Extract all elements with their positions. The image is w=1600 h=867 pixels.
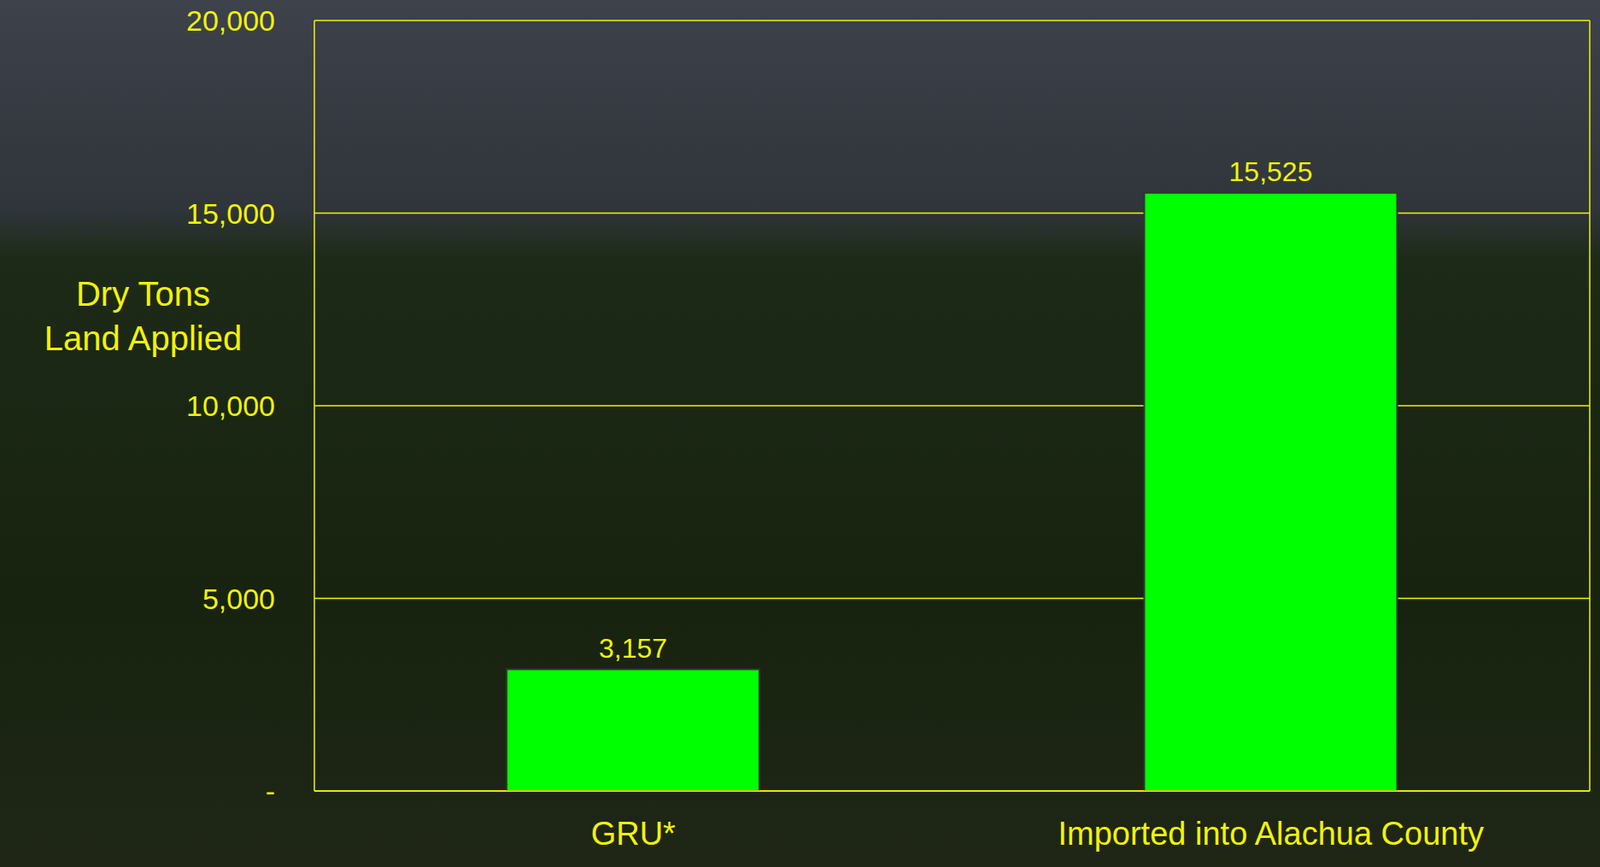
svg-text:GRU*: GRU* [591, 815, 676, 852]
html-text:Dry Tons: Dry Tons [76, 275, 211, 313]
svg-text:5,000: 5,000 [202, 582, 276, 616]
svg-text:Imported into Alachua County: Imported into Alachua County [1057, 815, 1484, 852]
svg-text:-: - [265, 774, 276, 808]
svg-text:10,000: 10,000 [186, 389, 276, 422]
svg-text:20,000: 20,000 [186, 4, 276, 37]
html-text:Land Applied: Land Applied [44, 319, 242, 358]
svg-text:15,525: 15,525 [1229, 156, 1313, 188]
svg-text:3,157: 3,157 [598, 632, 668, 664]
svg-text:15,000: 15,000 [186, 197, 276, 230]
